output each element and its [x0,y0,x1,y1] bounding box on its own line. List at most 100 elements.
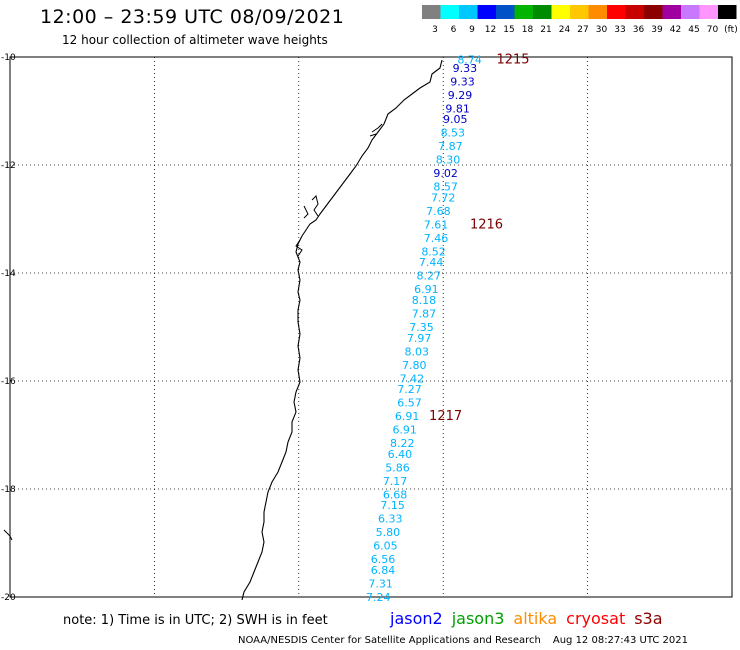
wave-height-value: 6.91 [414,283,439,296]
legend-swatch [514,5,533,19]
wave-height-value: 7.80 [402,359,427,372]
wave-height-value: 5.86 [385,461,410,474]
wave-height-value: 6.91 [392,424,417,437]
legend-swatch [533,5,552,19]
footer-credit: NOAA/NESDIS Center for Satellite Applica… [238,635,541,646]
legend-swatch [625,5,644,19]
legend-swatch [477,5,496,19]
map-frame [9,56,733,598]
wave-height-value: 7.72 [431,191,456,204]
legend-label: 33 [614,25,625,35]
legend-swatch [681,5,700,19]
wave-height-value: 6.57 [397,397,422,410]
wave-height-value: 8.74 [457,54,482,67]
legend-label: 39 [651,25,663,35]
wave-height-value: 7.44 [419,256,444,269]
wave-height-value: 7.42 [400,372,425,385]
legend-label: 15 [503,25,514,35]
legend-label: 27 [577,25,588,35]
pass-number-label: 1217 [429,409,462,424]
legend-label: 45 [688,25,699,35]
color-legend: 3 6 9 12 15 18 21 24 27 30 33 36 39 42 45 70 (ft) [422,5,738,35]
legend-swatch [718,5,737,19]
wave-height-value: 8.03 [404,345,429,358]
map-grid: -45-42-39-36-33-30-10-12-14-16-18-20 [1,53,733,603]
wave-height-value: 7.68 [426,205,451,218]
wave-height-value: 6.40 [388,448,413,461]
wave-height-value: 7.97 [407,332,432,345]
legend-label: (ft) [724,25,738,35]
wave-height-value: 9.81 [445,102,470,115]
legend-label: 24 [559,25,571,35]
wave-height-value: 7.31 [368,578,393,591]
satellite-jason3: jason3 [451,609,505,628]
page-title: 12:00 – 23:59 UTC 08/09/2021 [40,6,345,28]
footer: NOAA/NESDIS Center for Satellite Applica… [238,635,688,646]
legend-label: 30 [596,25,608,35]
wave-height-value: 8.53 [441,127,466,140]
lat-tick-label: -14 [1,269,16,279]
wave-height-value: 9.33 [450,75,475,88]
wave-height-value: 6.84 [371,564,396,577]
wave-height-value: 7.87 [438,140,463,153]
coastline [241,59,443,601]
legend-label: 70 [707,25,719,35]
wave-height-value: 9.29 [448,89,473,102]
wave-height-value: 8.27 [417,270,442,283]
legend-label: 6 [451,25,457,35]
note-text: note: 1) Time is in UTC; 2) SWH is in fe… [63,613,328,628]
wave-height-value: 8.22 [390,437,415,450]
satellite-cryosat: cryosat [566,609,626,628]
wave-height-value: 6.05 [373,540,398,553]
legend-label: 9 [469,25,475,35]
wave-height-value: 6.68 [383,488,408,501]
wave-height-value: 6.91 [395,410,420,423]
wave-height-value: 7.61 [424,218,449,231]
satellite-s3a: s3a [634,609,663,628]
legend-swatch [496,5,515,19]
wave-height-value: 7.87 [412,308,437,321]
wave-height-value: 9.02 [433,167,458,180]
map: -45-42-39-36-33-30-10-12-14-16-18-20 8.7… [1,53,733,604]
legend-swatch [440,5,459,19]
wave-height-value: 5.80 [376,526,401,539]
legend-label: 18 [522,25,534,35]
legend-label: 42 [670,25,681,35]
lat-tick-label: -20 [1,593,16,603]
wave-height-value: 8.18 [412,294,437,307]
wave-height-value: 9.33 [453,62,478,75]
wave-height-value: 9.05 [443,113,468,126]
legend-swatch [422,5,441,19]
wave-height-value: 8.52 [421,245,446,258]
pass-number-label: 1215 [496,53,529,68]
legend-label: 12 [485,25,496,35]
legend-label: 36 [633,25,645,35]
legend-swatch [644,5,663,19]
wave-height-value: 7.17 [383,475,408,488]
satellite-legend: jason2 jason3 altika cryosat s3a [390,609,672,628]
legend-swatch [551,5,570,19]
wave-height-value: 7.24 [366,591,391,604]
footer-timestamp: Aug 12 08:27:43 UTC 2021 [552,635,689,646]
pass-number-label: 1216 [470,217,503,232]
pass-labels: 1215 1216 1217 [429,53,529,424]
legend-swatch [588,5,607,19]
wave-height-value: 6.33 [378,513,403,526]
satellite-jason2: jason2 [390,609,443,628]
wave-height-value: 7.27 [397,383,422,396]
lat-tick-label: -10 [1,53,16,63]
legend-swatch [699,5,718,19]
lat-tick-label: -12 [1,161,16,171]
legend-label: 3 [432,25,438,35]
lat-tick-label: -18 [1,485,16,495]
wave-height-value: 8.30 [436,154,461,167]
coastline-detail [3,123,383,541]
wave-height-value: 6.56 [371,553,396,566]
legend-swatch [607,5,626,19]
wave-height-value: 8.57 [433,181,458,194]
legend-swatch [662,5,681,19]
wave-height-value: 7.35 [409,321,434,334]
legend-label: 21 [540,25,551,35]
wave-height-value: 7.46 [424,232,449,245]
legend-swatch [570,5,589,19]
